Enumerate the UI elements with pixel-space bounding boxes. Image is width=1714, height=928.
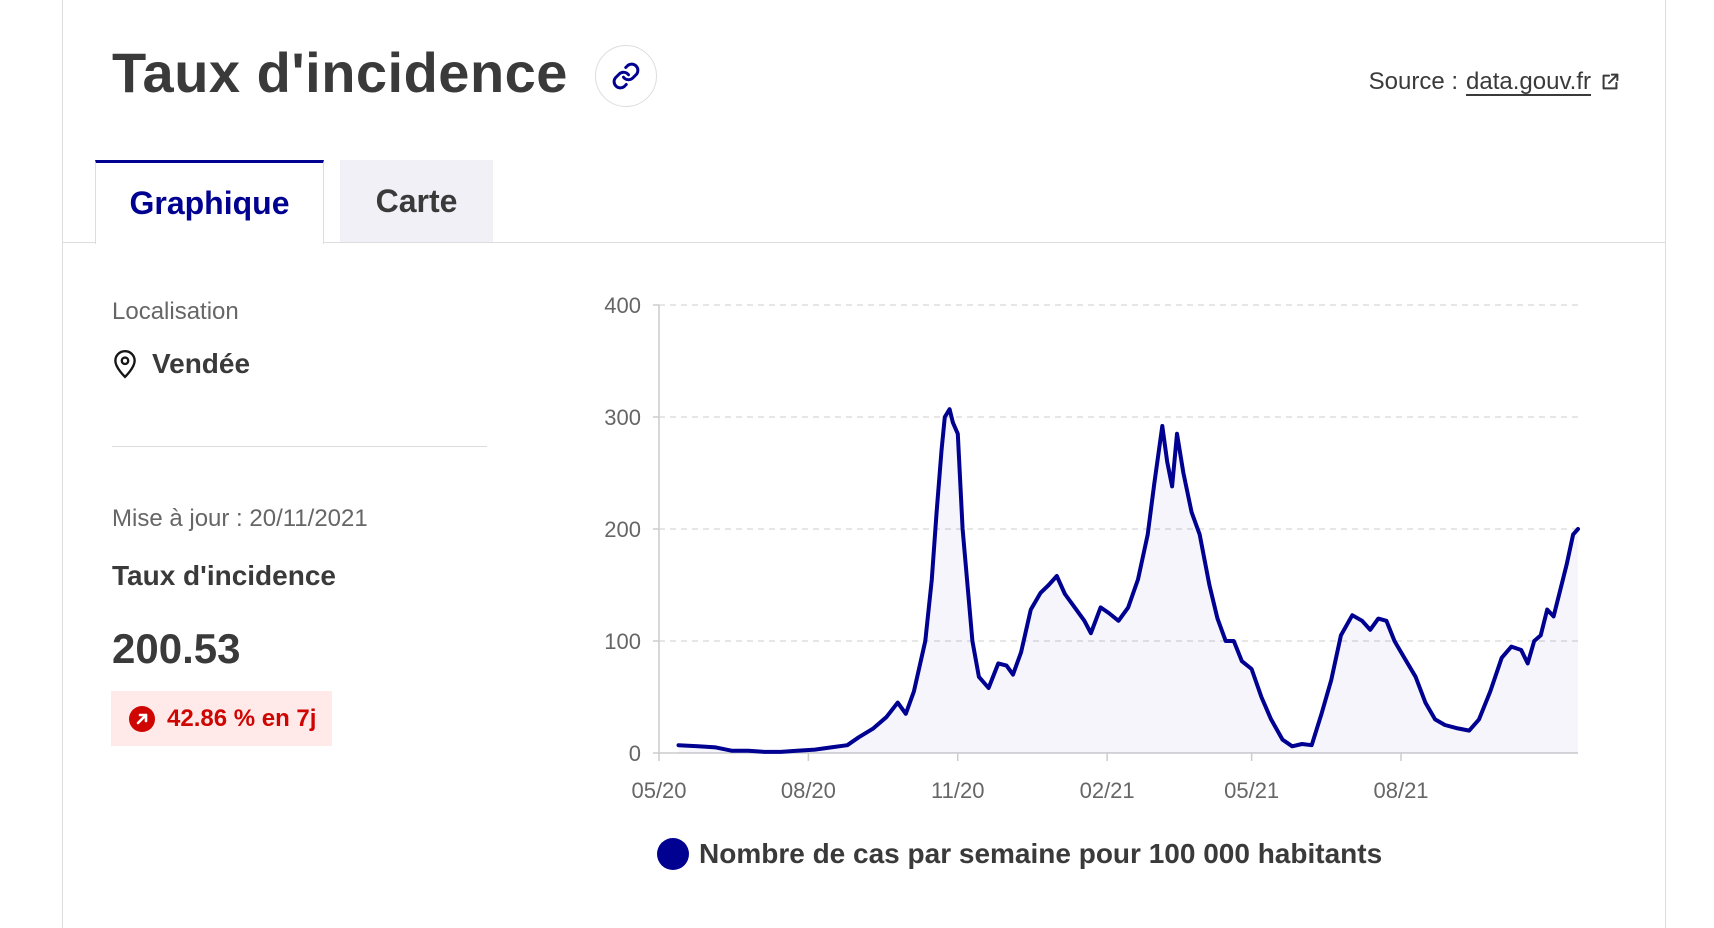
x-tick-label: 11/20 [931,778,984,803]
source-link-text: data.gouv.fr [1466,68,1591,95]
location-label: Localisation [112,298,239,325]
legend-swatch [657,838,689,870]
y-tick-label: 0 [629,741,641,766]
legend-label: Nombre de cas par semaine pour 100 000 h… [699,838,1383,869]
chart-legend: Nombre de cas par semaine pour 100 000 h… [657,838,1382,870]
copy-link-button[interactable] [595,45,657,107]
y-tick-label: 200 [604,517,641,542]
arrow-up-right-icon [129,705,155,732]
source-link[interactable]: data.gouv.fr [1466,68,1591,96]
x-tick-label: 08/21 [1373,778,1428,803]
location-row: Vendée [112,348,250,380]
trend-badge: 42.86 % en 7j [111,691,333,746]
metric-title: Taux d'incidence [112,560,336,591]
x-tick-label: 05/20 [631,778,686,803]
series-area [678,409,1578,753]
incidence-chart: 0 100 200 300 400 05/20 08/20 11/20 02/21 05/21 08… [604,293,1580,803]
update-date: Mise à jour : 20/11/2021 [112,505,368,532]
tab-carte[interactable]: Carte [340,160,493,243]
external-link-icon [1602,73,1619,90]
x-tick-label: 05/21 [1224,778,1279,803]
trend-text: 42.86 % en 7j [167,704,317,732]
tabs-divider [62,242,1666,243]
x-tick-label: 08/20 [781,778,836,803]
x-tick-label: 02/21 [1080,778,1135,803]
page-title: Taux d'incidence [112,41,568,104]
series-line [676,407,1580,754]
indicator-card [62,0,1666,928]
view-tabs: Graphique Carte [95,160,493,244]
link-icon [612,62,640,90]
map-pin-icon [114,349,136,379]
tab-graphique[interactable]: Graphique [95,160,324,244]
source-attribution: Source : data.gouv.fr [1369,68,1621,96]
metric-value: 200.53 [112,625,241,672]
y-tick-label: 100 [604,629,641,654]
y-tick-label: 300 [604,405,641,430]
sidebar-divider [112,446,487,447]
source-label: Source : [1368,68,1459,95]
y-tick-label: 400 [604,293,641,318]
location-value: Vendée [152,348,251,379]
